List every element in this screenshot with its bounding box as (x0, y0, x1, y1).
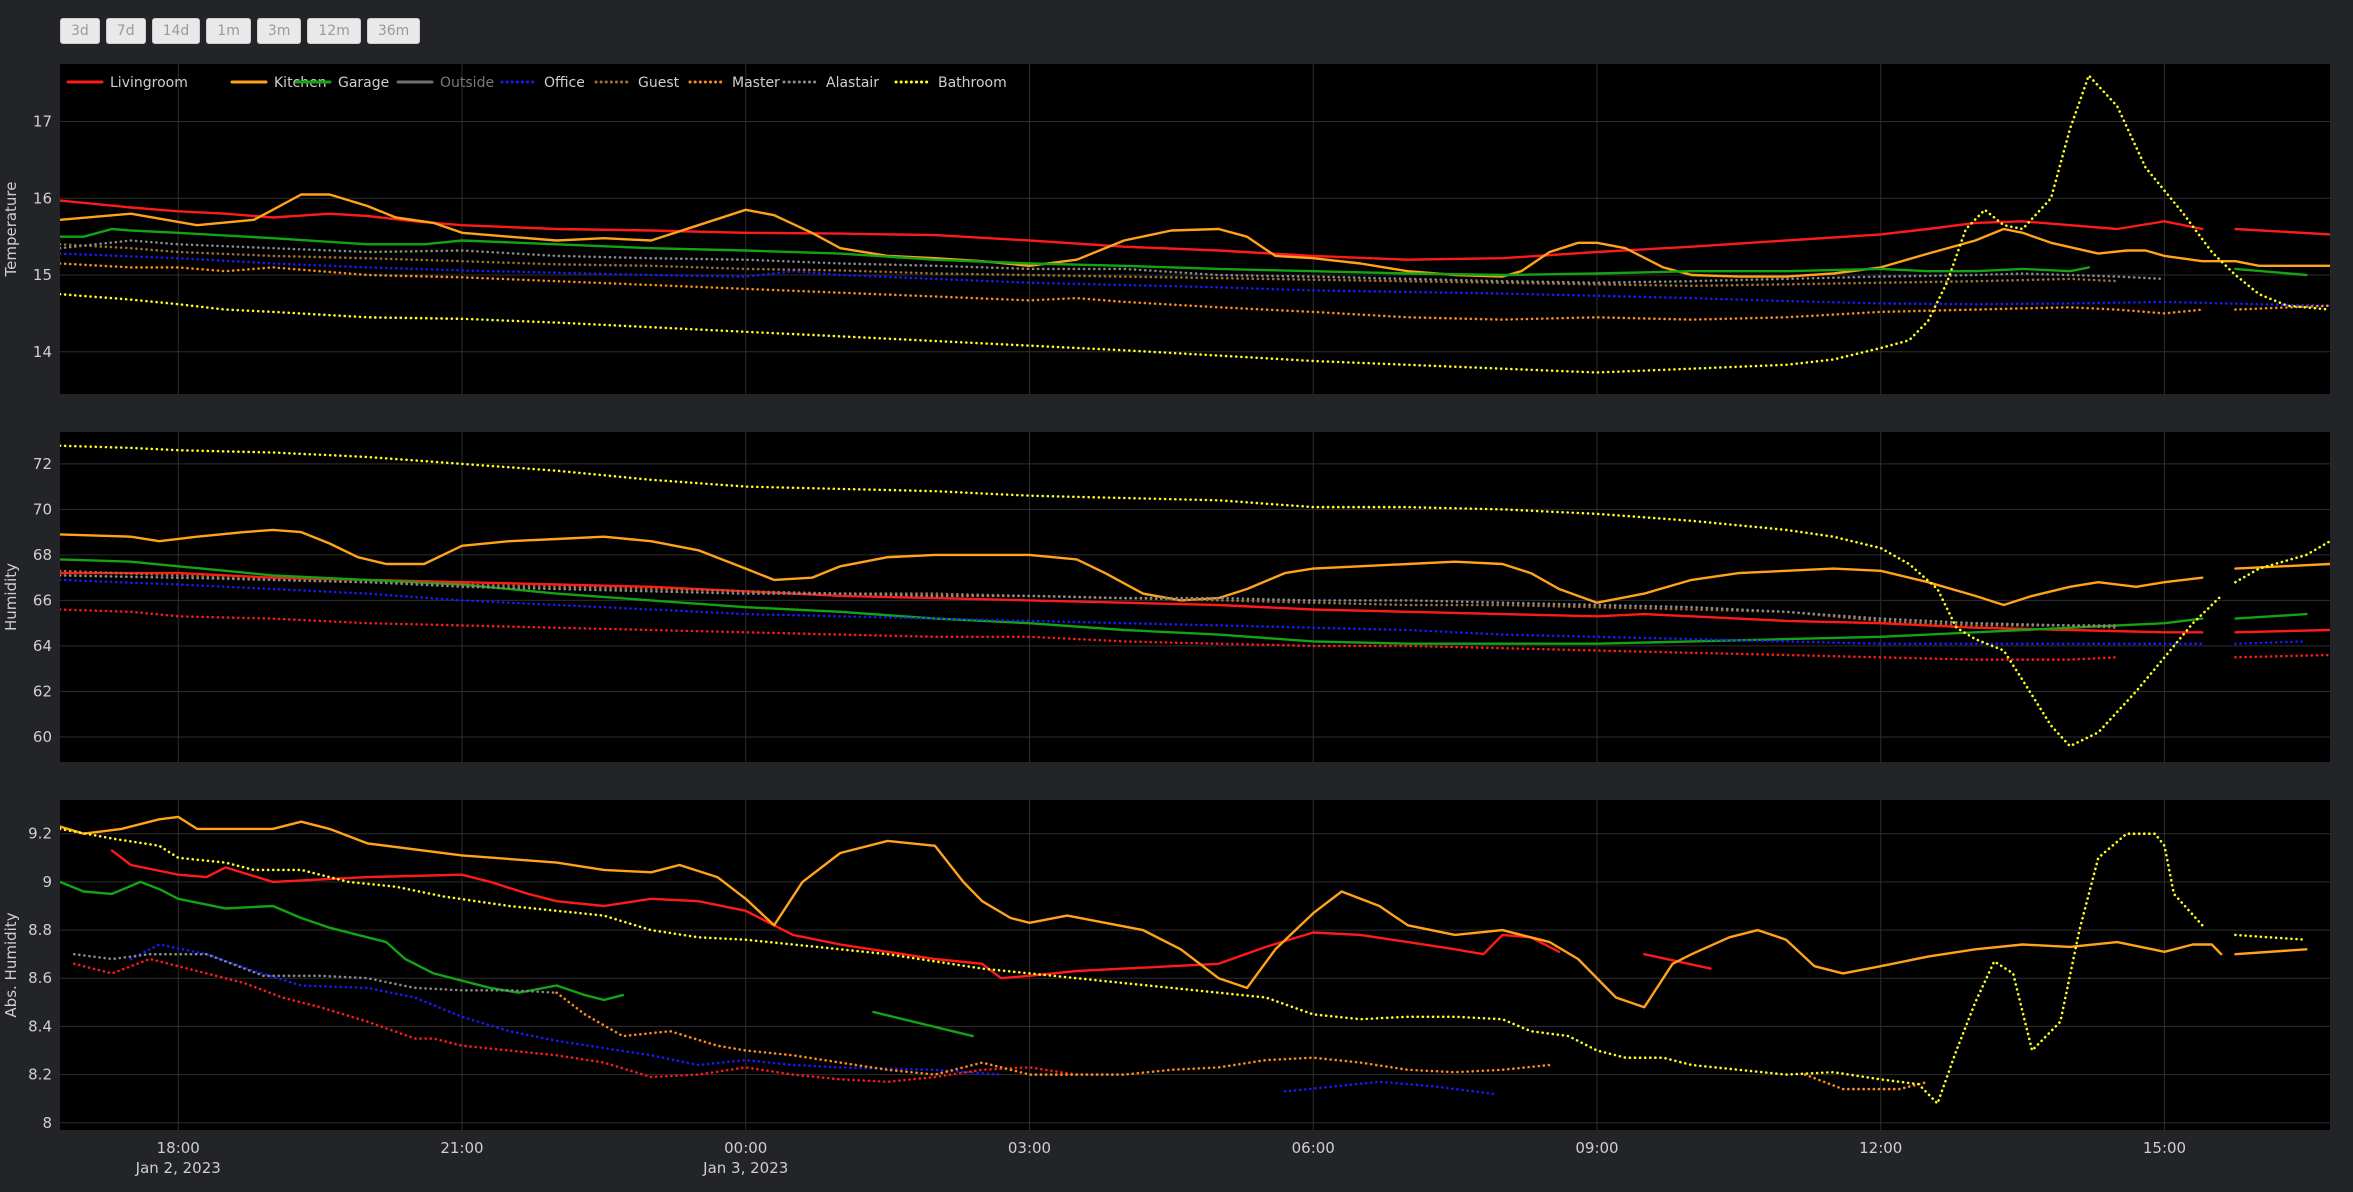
y-tick-label: 8 (42, 1114, 52, 1132)
x-tick-label: 15:00 (2143, 1139, 2186, 1157)
y-tick-label: 8.2 (28, 1066, 52, 1084)
series-line-garage (872, 1010, 974, 1038)
series-line-master (60, 608, 2119, 661)
y-axis-label: Humidity (2, 563, 20, 631)
y-tick-label: 17 (33, 113, 52, 131)
series-line-livingroom (2234, 227, 2330, 236)
series-line-office (60, 252, 2330, 308)
plot-area (60, 432, 2330, 762)
series-line-master (60, 262, 2204, 321)
y-tick-label: 64 (33, 637, 52, 655)
series-group (60, 74, 2330, 374)
series-line-kitchen (60, 528, 2204, 607)
x-tick-label: 18:00 (157, 1139, 200, 1157)
y-tick-label: 68 (33, 546, 52, 564)
legend-label-livingroom: Livingroom (110, 75, 188, 91)
y-tick-label: 14 (33, 343, 52, 361)
series-line-livingroom (2234, 628, 2330, 634)
series-line-alastair (60, 239, 2166, 285)
range-button-36m[interactable]: 36m (366, 18, 421, 44)
x-tick-label: 03:00 (1008, 1139, 1051, 1157)
y-tick-label: 9 (42, 873, 52, 891)
x-tick-sublabel: Jan 2, 2023 (135, 1159, 221, 1177)
series-line-kitchen (2234, 948, 2308, 956)
series-line-office (2234, 640, 2308, 646)
series-line-garage (60, 880, 624, 1002)
y-tick-label: 9.2 (28, 825, 52, 843)
series-line-alastair (72, 952, 558, 995)
panel-1: 60 62 64 66 68 70 72 Humidity (2, 432, 2330, 762)
x-tick-label: 00:00 (724, 1139, 767, 1157)
y-axis-label: Abs. Humidity (2, 912, 20, 1017)
series-group (60, 444, 2330, 748)
y-tick-label: 70 (33, 500, 52, 518)
range-button-14d[interactable]: 14d (151, 18, 201, 44)
series-line-guest (60, 243, 2119, 288)
legend-label-master: Master (732, 75, 780, 91)
x-tick-sublabel: Jan 3, 2023 (702, 1159, 788, 1177)
y-tick-label: 62 (33, 682, 52, 700)
legend-label-outside: Outside (440, 75, 494, 91)
series-line-kitchen (2234, 562, 2330, 570)
legend-label-bathroom: Bathroom (938, 75, 1007, 91)
panel-2: 8 8.2 8.4 8.6 8.8 9 9.2 Abs. Humidity (2, 800, 2330, 1132)
series-line-livingroom (60, 571, 2204, 634)
legend-label-office: Office (544, 75, 585, 91)
series-line-master (555, 991, 1551, 1076)
legend-label-garage: Garage (338, 75, 389, 91)
series-line-office (1283, 1080, 1495, 1096)
y-tick-label: 15 (33, 266, 52, 284)
series-line-garage (2234, 267, 2308, 277)
series-line-bathroom (2234, 539, 2330, 584)
series-line-guest (60, 569, 2119, 630)
series-line-garage (60, 558, 2204, 645)
series-line-kitchen (60, 815, 2223, 1009)
y-tick-label: 8.4 (28, 1017, 52, 1035)
series-line-master (1803, 1073, 1930, 1091)
range-button-3m[interactable]: 3m (256, 18, 302, 44)
y-axis-label: Temperature (2, 181, 20, 277)
series-line-bathroom (2234, 933, 2308, 942)
legend: LivingroomKitchenGarageOutsideOfficeGues… (66, 75, 1007, 91)
y-tick-label: 16 (33, 189, 52, 207)
series-line-livingroom (110, 849, 1561, 980)
series-line-garage (60, 227, 2091, 277)
series-line-master (2234, 653, 2330, 659)
x-tick-label: 09:00 (1575, 1139, 1618, 1157)
series-line-kitchen (60, 193, 2330, 278)
legend-label-guest: Guest (638, 75, 680, 91)
x-tick-label: 21:00 (440, 1139, 483, 1157)
series-line-livingroom (60, 199, 2204, 261)
series-line-bathroom (60, 827, 2204, 1105)
y-tick-label: 60 (33, 728, 52, 746)
panel-0: 14 15 16 17 Temperature (2, 64, 2330, 394)
range-buttons: 3d 7d 14d 1m 3m 12m 36m (60, 18, 421, 44)
y-tick-label: 66 (33, 591, 52, 609)
series-line-bathroom (60, 74, 2330, 374)
series-line-garage (2234, 612, 2308, 620)
range-button-12m[interactable]: 12m (307, 18, 361, 44)
y-tick-label: 8.6 (28, 969, 52, 987)
series-line-bathroom (60, 444, 2223, 748)
y-tick-label: 8.8 (28, 921, 52, 939)
series-line-office (129, 943, 1003, 1076)
series-line-alastair (60, 574, 2119, 627)
range-button-3d[interactable]: 3d (60, 18, 100, 44)
series-group (60, 815, 2308, 1105)
legend-label-alastair: Alastair (826, 75, 879, 91)
range-button-1m[interactable]: 1m (206, 18, 251, 44)
x-tick-label: 12:00 (1859, 1139, 1902, 1157)
series-line-master (2234, 304, 2330, 311)
range-button-7d[interactable]: 7d (105, 18, 146, 44)
series-line-office (60, 578, 2204, 646)
x-tick-label: 06:00 (1292, 1139, 1335, 1157)
series-line-master (72, 957, 1079, 1084)
y-tick-label: 72 (33, 455, 52, 473)
